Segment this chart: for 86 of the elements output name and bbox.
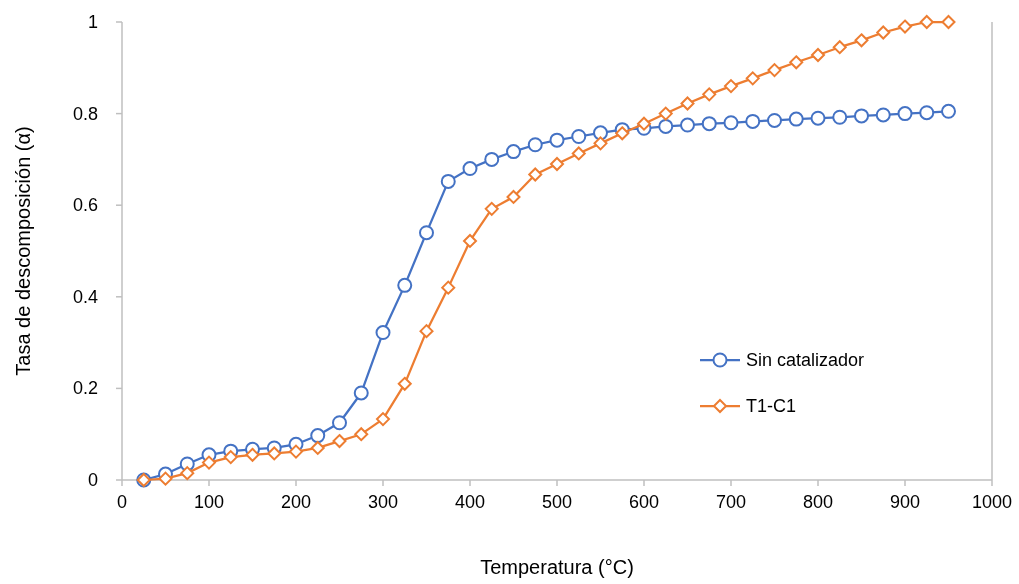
point [202,455,216,470]
point [419,225,434,241]
point [419,324,434,339]
point [832,109,848,125]
point [376,412,390,427]
point [440,173,456,189]
y-axis-title: Tasa de descomposición (α) [12,126,34,376]
point [245,447,260,462]
point [506,144,521,160]
x-tick-label: 1000 [971,492,1013,512]
point [811,47,825,62]
point [593,136,608,151]
point [724,79,738,94]
point [919,15,934,29]
point [527,137,543,153]
point [223,450,238,465]
point [637,116,651,131]
point [354,427,369,442]
point [484,201,499,216]
point [506,189,521,204]
point [550,156,564,171]
point [571,146,586,161]
point [571,129,587,144]
y-tick-label: 0.6 [72,195,98,216]
y-tick-label: 0 [87,470,98,490]
point [919,105,935,121]
point [680,117,695,133]
point [397,376,412,391]
point [658,118,674,134]
point [897,106,913,122]
x-tick-label: 400 [454,492,486,512]
point [767,112,782,128]
point [941,15,956,29]
point [462,161,478,177]
point [788,111,804,127]
point [463,233,477,248]
legend-label: T1-C1 [746,396,797,416]
point [701,116,717,132]
point [441,280,456,295]
point [180,466,195,481]
x-tick-label: 800 [802,492,834,512]
point [310,440,325,455]
point [375,325,391,341]
point [702,87,717,102]
point [680,96,695,111]
point [528,167,543,182]
x-axis-title: Temperatura (°C) [480,556,634,578]
point [810,110,826,126]
legend-label: Sin catalizador [746,350,865,370]
y-tick-label: 1 [87,12,98,32]
point [854,33,869,48]
point [745,71,760,86]
x-tick-label: 500 [541,492,573,512]
point [593,125,608,141]
point [549,132,565,148]
x-tick-label: 600 [628,492,660,512]
point [615,126,630,141]
point [876,25,891,40]
point [353,385,369,401]
x-tick-label: 100 [193,492,225,512]
point [854,108,869,124]
y-tick-label: 0.2 [72,378,98,399]
point [267,446,282,461]
x-tick-label: 700 [715,492,747,512]
point [658,106,673,121]
point [289,444,303,459]
point [832,40,847,55]
point [745,113,761,129]
x-tick-label: 300 [367,492,399,512]
y-tick-label: 0.8 [72,103,98,124]
point [332,434,347,449]
point [158,471,173,486]
x-tick-label: 900 [889,492,921,512]
point [789,55,804,70]
point [898,19,912,34]
point [941,103,956,119]
x-tick-label: 200 [280,492,312,512]
point [397,277,413,293]
point [723,115,739,131]
x-tick-label: 0 [116,492,128,512]
point [767,63,782,78]
y-tick-label: 0.4 [72,286,98,307]
point [484,151,500,167]
point [332,415,347,431]
point [875,107,891,123]
point [310,428,326,444]
